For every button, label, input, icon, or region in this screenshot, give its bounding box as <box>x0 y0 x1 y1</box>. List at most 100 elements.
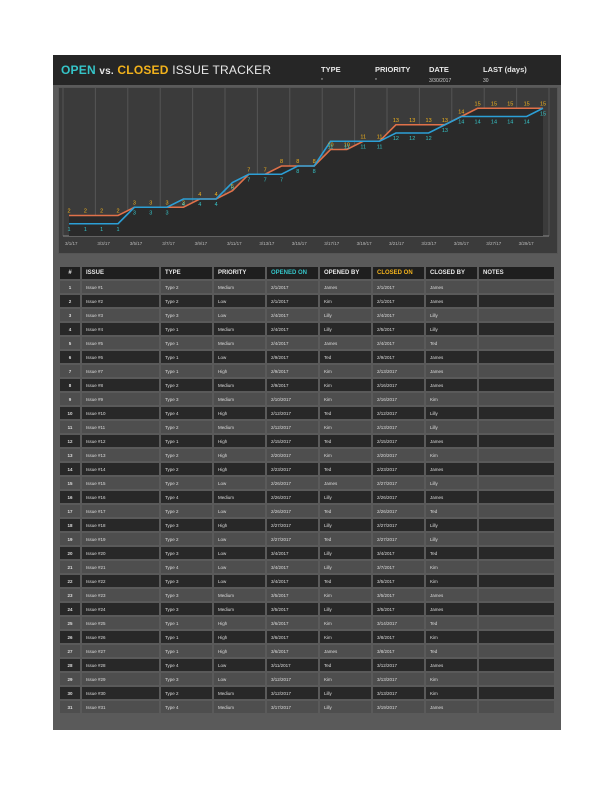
cell-notes[interactable] <box>479 701 554 713</box>
cell-opened-by[interactable]: Kim <box>320 379 371 391</box>
cell-issue[interactable]: Issue #6 <box>82 351 159 363</box>
cell-number[interactable]: 28 <box>60 659 80 671</box>
table-row[interactable]: 31 Issue #31 Type 4 Medium 3/17/2017 Lilly 3/1… <box>60 701 554 713</box>
cell-opened-by[interactable]: Lilly <box>320 309 371 321</box>
cell-closed-by[interactable]: Lilly <box>426 407 477 419</box>
cell-type[interactable]: Type 3 <box>161 547 212 559</box>
cell-priority[interactable]: Low <box>214 533 265 545</box>
cell-opened-on[interactable]: 2/9/2017 <box>267 351 318 363</box>
table-row[interactable]: 24 Issue #24 Type 3 Medium 3/5/2017 Lilly 3/5/… <box>60 603 554 615</box>
cell-closed-by[interactable]: Lilly <box>426 477 477 489</box>
table-row[interactable]: 6 Issue #6 Type 1 Low 2/9/2017 Ted 2/9/2017 Jam… <box>60 351 554 363</box>
cell-issue[interactable]: Issue #28 <box>82 659 159 671</box>
cell-issue[interactable]: Issue #22 <box>82 575 159 587</box>
cell-priority[interactable]: Medium <box>214 323 265 335</box>
cell-number[interactable]: 10 <box>60 407 80 419</box>
cell-opened-on[interactable]: 2/9/2017 <box>267 365 318 377</box>
cell-number[interactable]: 8 <box>60 379 80 391</box>
cell-issue[interactable]: Issue #4 <box>82 323 159 335</box>
cell-opened-by[interactable]: Kim <box>320 421 371 433</box>
cell-priority[interactable]: Medium <box>214 379 265 391</box>
cell-issue[interactable]: Issue #12 <box>82 435 159 447</box>
cell-opened-by[interactable]: Lilly <box>320 547 371 559</box>
cell-priority[interactable]: Medium <box>214 393 265 405</box>
cell-opened-on[interactable]: 2/15/2017 <box>267 435 318 447</box>
cell-closed-by[interactable]: James <box>426 659 477 671</box>
cell-priority[interactable]: Low <box>214 351 265 363</box>
cell-notes[interactable] <box>479 645 554 657</box>
cell-notes[interactable] <box>479 673 554 685</box>
table-row[interactable]: 3 Issue #3 Type 3 Low 2/4/2017 Lilly 2/4/2017 L… <box>60 309 554 321</box>
col-issue[interactable]: ISSUE <box>82 267 159 279</box>
cell-issue[interactable]: Issue #23 <box>82 589 159 601</box>
cell-opened-on[interactable]: 2/26/2017 <box>267 505 318 517</box>
table-row[interactable]: 20 Issue #20 Type 3 Low 3/4/2017 Lilly 3/4/201… <box>60 547 554 559</box>
table-row[interactable]: 15 Issue #15 Type 2 Low 2/26/2017 James 2/27/2… <box>60 477 554 489</box>
cell-closed-by[interactable]: James <box>426 603 477 615</box>
table-row[interactable]: 1 Issue #1 Type 2 Medium 2/1/2017 James 2/1/20… <box>60 281 554 293</box>
cell-opened-on[interactable]: 2/1/2017 <box>267 281 318 293</box>
cell-issue[interactable]: Issue #27 <box>82 645 159 657</box>
cell-opened-by[interactable]: Ted <box>320 533 371 545</box>
cell-type[interactable]: Type 4 <box>161 407 212 419</box>
cell-closed-by[interactable]: Kim <box>426 561 477 573</box>
cell-closed-by[interactable]: James <box>426 491 477 503</box>
cell-opened-on[interactable]: 3/4/2017 <box>267 561 318 573</box>
cell-notes[interactable] <box>479 435 554 447</box>
cell-notes[interactable] <box>479 323 554 335</box>
cell-opened-by[interactable]: James <box>320 337 371 349</box>
cell-priority[interactable]: Medium <box>214 687 265 699</box>
cell-opened-on[interactable]: 2/10/2017 <box>267 393 318 405</box>
cell-opened-on[interactable]: 2/23/2017 <box>267 463 318 475</box>
cell-issue[interactable]: Issue #3 <box>82 309 159 321</box>
cell-issue[interactable]: Issue #24 <box>82 603 159 615</box>
cell-priority[interactable]: Medium <box>214 337 265 349</box>
cell-type[interactable]: Type 1 <box>161 351 212 363</box>
cell-issue[interactable]: Issue #31 <box>82 701 159 713</box>
cell-closed-on[interactable]: 2/5/2017 <box>373 323 424 335</box>
cell-notes[interactable] <box>479 547 554 559</box>
cell-type[interactable]: Type 3 <box>161 519 212 531</box>
cell-priority[interactable]: High <box>214 617 265 629</box>
cell-priority[interactable]: High <box>214 631 265 643</box>
cell-closed-on[interactable]: 2/16/2017 <box>373 379 424 391</box>
cell-opened-by[interactable]: Kim <box>320 365 371 377</box>
table-row[interactable]: 4 Issue #4 Type 1 Medium 2/4/2017 Lilly 2/5/20… <box>60 323 554 335</box>
cell-priority[interactable]: Low <box>214 575 265 587</box>
cell-priority[interactable]: High <box>214 519 265 531</box>
cell-closed-by[interactable]: Ted <box>426 547 477 559</box>
cell-opened-on[interactable]: 3/6/2017 <box>267 617 318 629</box>
cell-closed-by[interactable]: Kim <box>426 393 477 405</box>
cell-closed-on[interactable]: 2/15/2017 <box>373 435 424 447</box>
cell-type[interactable]: Type 3 <box>161 673 212 685</box>
cell-notes[interactable] <box>479 407 554 419</box>
cell-type[interactable]: Type 3 <box>161 589 212 601</box>
cell-notes[interactable] <box>479 687 554 699</box>
table-row[interactable]: 8 Issue #8 Type 2 Medium 2/9/2017 Kim 2/16/201… <box>60 379 554 391</box>
cell-closed-by[interactable]: Kim <box>426 575 477 587</box>
cell-type[interactable]: Type 4 <box>161 491 212 503</box>
cell-opened-by[interactable]: Kim <box>320 617 371 629</box>
cell-number[interactable]: 27 <box>60 645 80 657</box>
cell-type[interactable]: Type 1 <box>161 617 212 629</box>
cell-number[interactable]: 1 <box>60 281 80 293</box>
cell-closed-by[interactable]: James <box>426 435 477 447</box>
cell-issue[interactable]: Issue #17 <box>82 505 159 517</box>
cell-closed-by[interactable]: James <box>426 351 477 363</box>
cell-notes[interactable] <box>479 309 554 321</box>
table-row[interactable]: 25 Issue #25 Type 1 High 3/6/2017 Kim 3/14/201… <box>60 617 554 629</box>
cell-opened-on[interactable]: 2/27/2017 <box>267 533 318 545</box>
cell-closed-on[interactable]: 2/26/2017 <box>373 491 424 503</box>
cell-number[interactable]: 30 <box>60 687 80 699</box>
cell-notes[interactable] <box>479 631 554 643</box>
cell-notes[interactable] <box>479 589 554 601</box>
cell-opened-by[interactable]: Lilly <box>320 687 371 699</box>
cell-issue[interactable]: Issue #7 <box>82 365 159 377</box>
table-row[interactable]: 22 Issue #22 Type 3 Low 3/4/2017 Ted 3/5/2017 K… <box>60 575 554 587</box>
cell-opened-on[interactable]: 3/4/2017 <box>267 575 318 587</box>
cell-closed-on[interactable]: 2/1/2017 <box>373 295 424 307</box>
cell-opened-by[interactable]: Ted <box>320 505 371 517</box>
cell-opened-by[interactable]: Lilly <box>320 323 371 335</box>
filter-priority-value[interactable]: * <box>375 78 377 84</box>
cell-opened-by[interactable]: Kim <box>320 449 371 461</box>
